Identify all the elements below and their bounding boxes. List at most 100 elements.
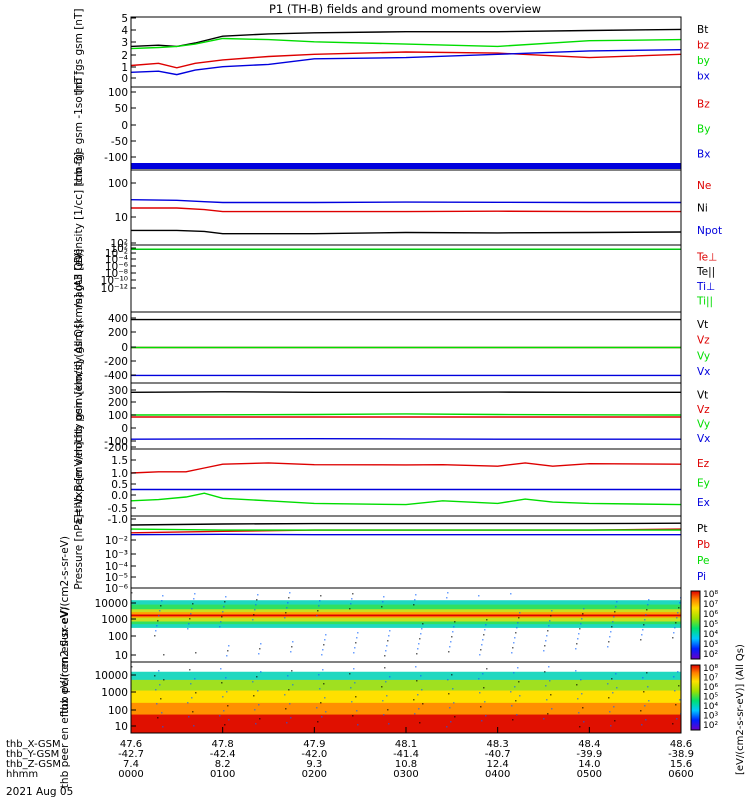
heatmap-cell (478, 595, 480, 597)
heatmap-cell (511, 705, 513, 707)
legend-entry: Vt (697, 319, 708, 331)
heatmap-cell (157, 717, 159, 719)
heatmap-cell (257, 690, 259, 692)
legend-entry: Ti⊥ (696, 281, 715, 293)
panel-3: 100 10 10² Density [1/cc] [cm-3] Ne Ni Npot (73, 152, 722, 263)
heatmap-cell (550, 615, 552, 617)
heatmap-cell (419, 722, 421, 724)
ephemeris-row-label: thb_Z-GSM (6, 759, 61, 770)
heatmap-cell (675, 704, 677, 706)
y-tick-label: 200 (108, 397, 128, 409)
heatmap-band-5 (131, 614, 681, 617)
heatmap-cell (615, 673, 617, 675)
heatmap-cell (414, 599, 416, 601)
y-tick-label: 10² (110, 243, 128, 255)
heatmap-cell (515, 632, 517, 634)
y-tick-label: -1.0 (108, 514, 129, 526)
heatmap-cell (354, 682, 356, 684)
heatmap-cell (611, 626, 613, 628)
heatmap-cell (220, 621, 222, 623)
heatmap-cell (416, 680, 418, 682)
legend-entry: Te⊥ (696, 251, 717, 263)
heatmap-cell (258, 704, 260, 706)
heatmap-cell (255, 723, 257, 725)
heatmap-cell (159, 610, 161, 612)
heatmap-cell (154, 635, 156, 637)
heatmap-cell (677, 671, 679, 673)
y-tick-label: -50 (111, 136, 128, 148)
heatmap-cell (480, 706, 482, 708)
heatmap-cell (226, 691, 228, 693)
y-tick-label: 300 (108, 385, 128, 397)
legend-entry: Vz (697, 404, 710, 416)
heatmap-cell (288, 597, 290, 599)
heatmap-cell (486, 668, 488, 670)
heatmap-cell (318, 674, 320, 676)
colorbar-tick-label: 10⁵ (703, 693, 718, 703)
y-axis-label: thb fgs gsm [nT] (73, 9, 85, 96)
heatmap-cell (678, 607, 680, 609)
ephemeris-value: -38.9 (668, 749, 694, 760)
heatmap-cell (317, 610, 319, 612)
heatmap-cell (219, 626, 221, 628)
heatmap-cell (575, 648, 577, 650)
y-axis-label: Pressure [nPa] (73, 514, 85, 589)
y-tick-label: 10⁻¹⁰ (101, 275, 128, 287)
series-line-by (130, 37, 682, 50)
heatmap-cell (479, 692, 481, 694)
heatmap-cell (510, 691, 512, 693)
series-line-ni (131, 229, 682, 235)
heatmap-cell (640, 639, 642, 641)
y-tick-label: 3 (121, 37, 128, 49)
heatmap-cell (545, 685, 547, 687)
heatmap-cell (422, 703, 424, 705)
colorbar-tick-label: 10⁸ (703, 664, 718, 674)
heatmap-cell (228, 645, 230, 647)
heatmap-cell (256, 599, 258, 601)
legend-entry: By (697, 124, 710, 136)
heatmap-cell (225, 677, 227, 679)
heatmap-cell (219, 715, 221, 717)
heatmap-cell (580, 679, 582, 681)
heatmap-cell (549, 680, 551, 682)
heatmap-cell (548, 666, 550, 668)
heatmap-cell (222, 696, 224, 698)
heatmap-cell (419, 638, 421, 640)
heatmap-cell (160, 698, 162, 700)
panel-frame (130, 448, 682, 517)
heatmap-cell (131, 592, 133, 594)
legend-entry: Npot (697, 225, 722, 237)
heatmap-cell (447, 679, 449, 681)
heatmap-cell (194, 678, 196, 680)
heatmap-cell (582, 613, 584, 615)
y-tick-label: 10⁻² (105, 535, 128, 547)
heatmap-cell (612, 621, 614, 623)
ephemeris-value: 0400 (485, 769, 510, 780)
heatmap-cell (321, 654, 323, 656)
heatmap-cell (576, 684, 578, 686)
heatmap-cell (546, 635, 548, 637)
heatmap-cell (646, 672, 648, 674)
heatmap-cell (616, 601, 618, 603)
panel-frame (130, 244, 682, 313)
heatmap-cell (576, 643, 578, 645)
heatmap-cell (317, 721, 319, 723)
heatmap-cell (159, 684, 161, 686)
heatmap-cell (641, 724, 643, 726)
heatmap-cell (479, 654, 481, 656)
y-tick-label: 2 (121, 50, 128, 62)
figure-title: P1 (TH-B) fields and ground moments over… (269, 2, 541, 16)
colorbar-tick-label: 10⁷ (703, 674, 718, 684)
heatmap-cell (519, 612, 521, 614)
heatmap-cell (285, 708, 287, 710)
legend-entry: Ne (697, 180, 711, 192)
y-tick-label: 1000 (101, 614, 128, 626)
heatmap-cell (453, 702, 455, 704)
heatmap-cell (223, 606, 225, 608)
heatmap-cell (450, 641, 452, 643)
legend-entry: Bt (697, 24, 708, 36)
heatmap-cell (679, 699, 681, 701)
heatmap-cell (195, 652, 197, 654)
